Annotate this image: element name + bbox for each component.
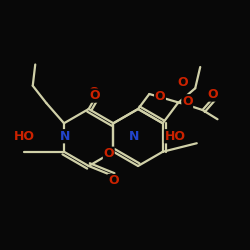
Text: O: O: [182, 95, 192, 108]
Text: O: O: [208, 88, 218, 101]
Text: O: O: [177, 76, 188, 89]
Text: O: O: [89, 89, 100, 102]
Text: HO: HO: [14, 130, 35, 143]
Text: O: O: [108, 174, 119, 188]
Text: O: O: [104, 147, 114, 160]
Text: O: O: [155, 90, 165, 103]
Text: N: N: [129, 130, 140, 143]
Text: O: O: [88, 86, 99, 99]
Text: HO: HO: [164, 130, 186, 143]
Text: N: N: [60, 130, 71, 143]
